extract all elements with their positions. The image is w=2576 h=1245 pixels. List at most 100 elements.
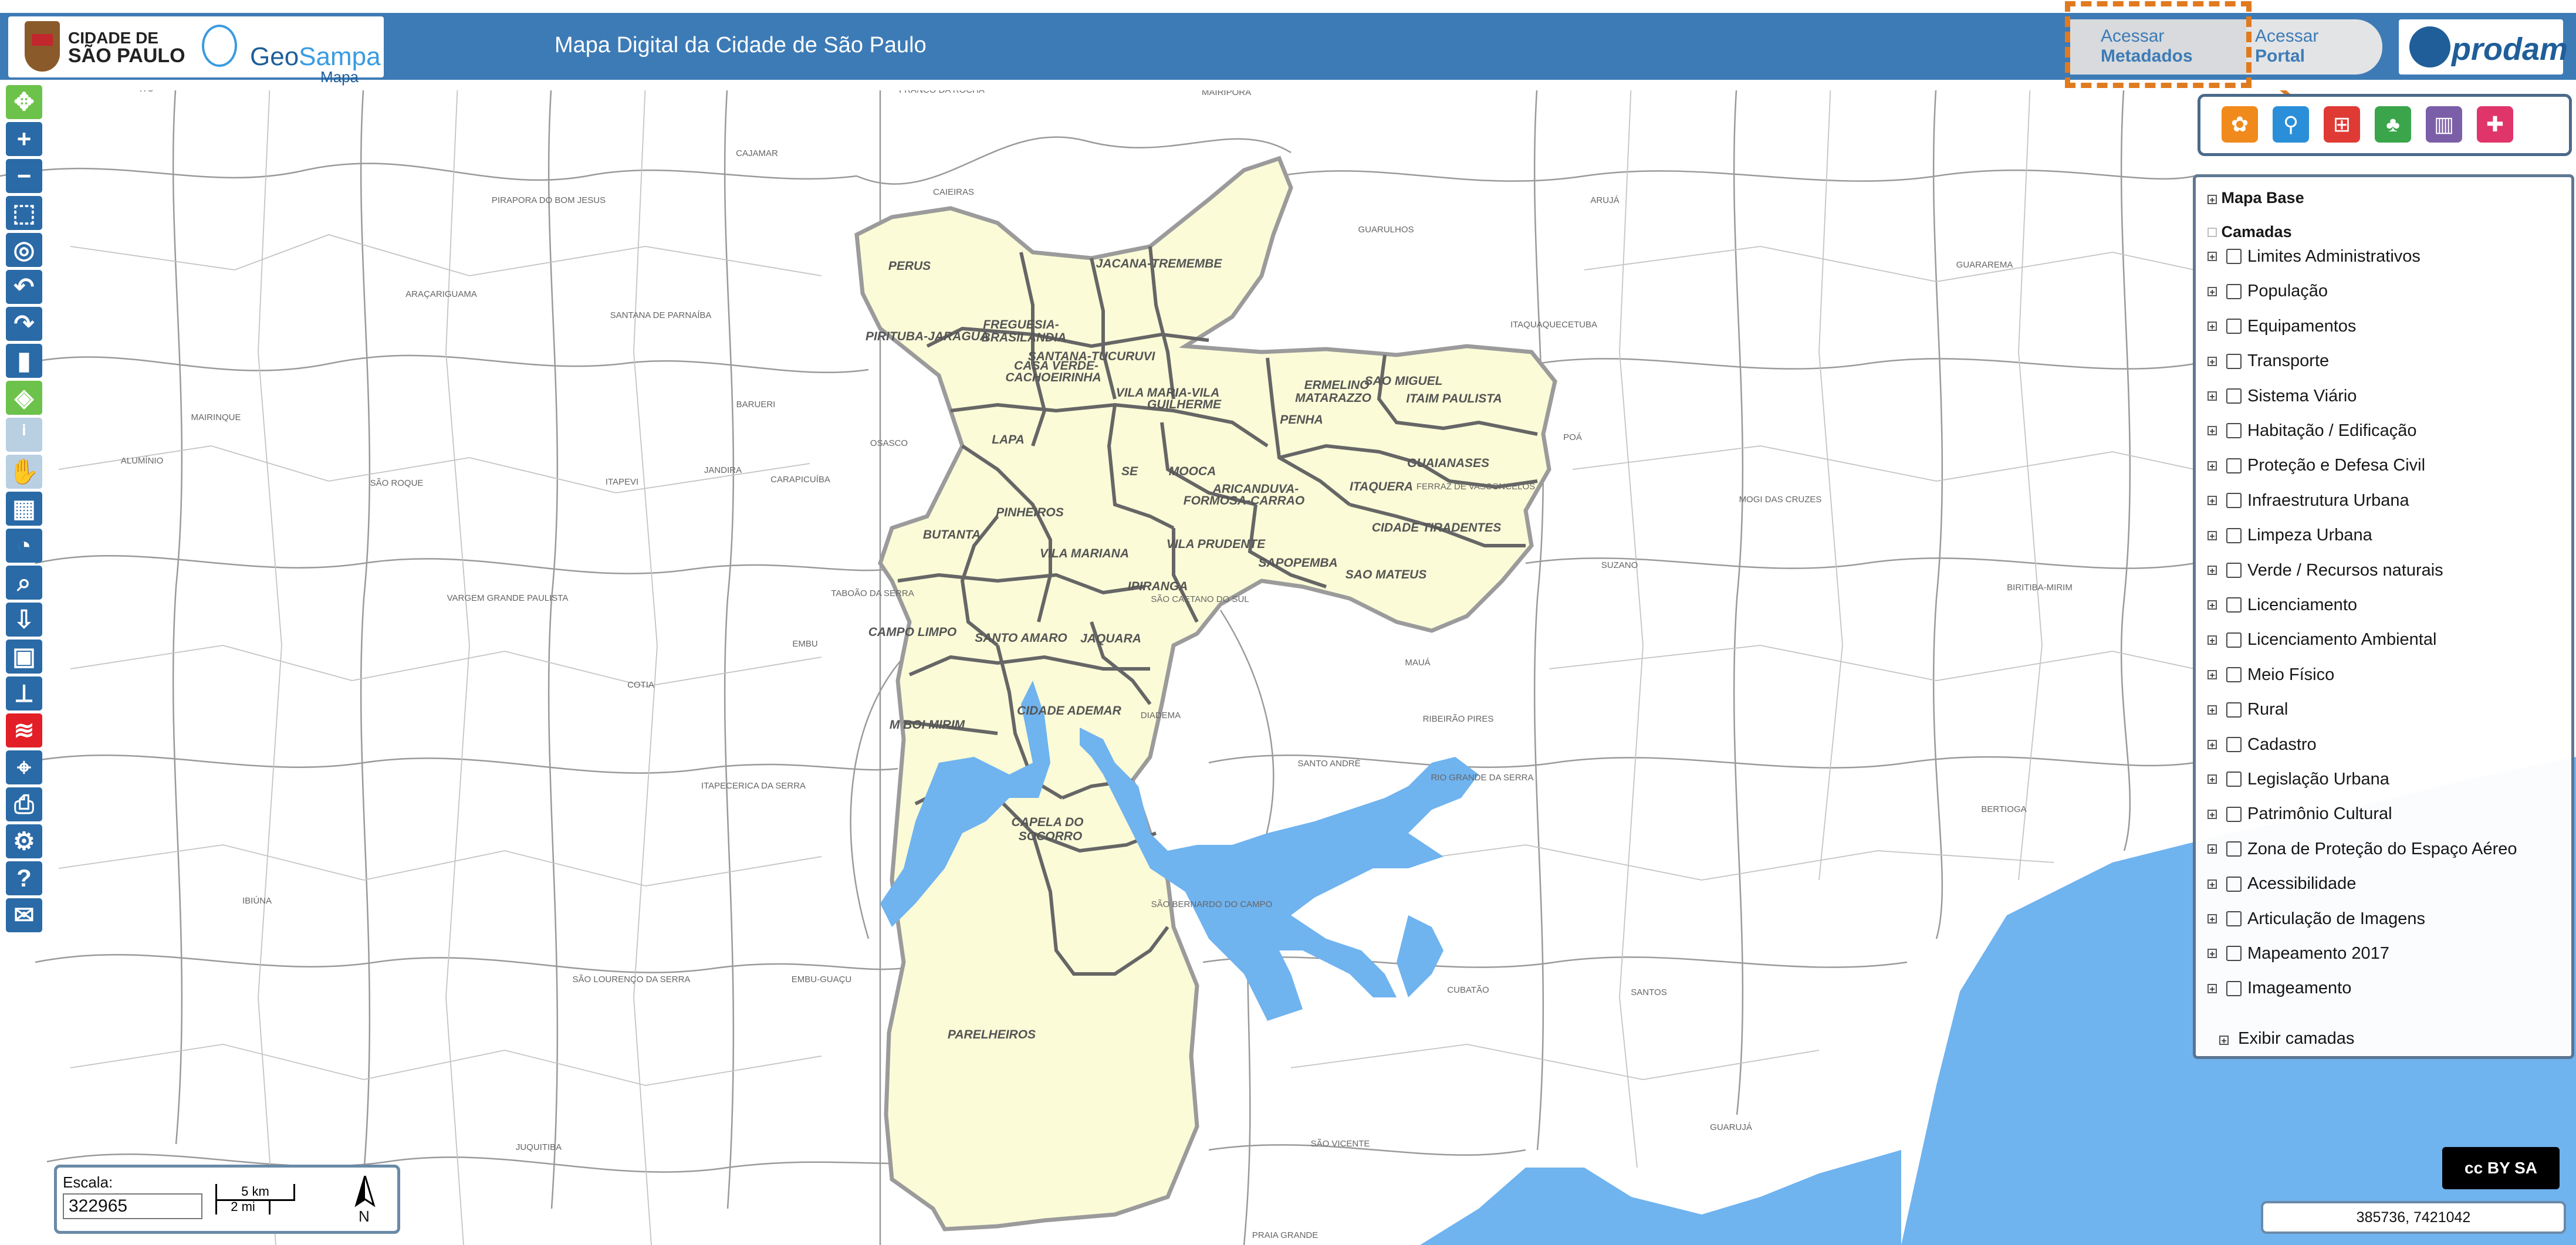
layer-checkbox[interactable] [2226,527,2242,543]
expand-icon[interactable]: + [2207,426,2217,437]
acessar-metadados-button[interactable]: Acessar Metadados [2070,19,2246,75]
layer-item[interactable]: + População [2207,281,2328,305]
layer-item[interactable]: + Cadastro [2207,735,2317,758]
layer-checkbox[interactable] [2226,772,2242,787]
settings-tool-button[interactable]: ⚙ [6,824,42,858]
prodam-logo[interactable]: prodam [2399,19,2568,75]
ambiental-button[interactable]: ♣ [2375,106,2411,143]
layer-item[interactable]: + Limpeza Urbana [2207,525,2372,549]
save-tool-button[interactable]: ▣ [6,640,42,674]
layer-checkbox[interactable] [2226,562,2242,578]
layer-item[interactable]: + Verde / Recursos naturais [2207,560,2443,584]
layer-checkbox[interactable] [2226,736,2242,752]
expand-icon[interactable]: + [2207,530,2217,541]
layer-item[interactable]: + Licenciamento Ambiental [2207,630,2436,653]
layer-checkbox[interactable] [2226,841,2242,857]
transporte-button[interactable]: ⊞ [2324,106,2360,143]
expand-icon[interactable]: + [2207,983,2217,994]
help-tool-button[interactable]: ? [6,861,42,895]
expand-icon[interactable]: + [2207,879,2217,889]
layer-item[interactable]: + Rural [2207,699,2288,723]
expand-icon[interactable]: + [2207,461,2217,471]
estatistica-button[interactable]: ▥ [2426,106,2462,143]
layer-checkbox[interactable] [2226,249,2242,265]
search-tool-button[interactable]: ⌕ [6,566,42,600]
pan-tool-button[interactable]: ✥ [6,85,42,119]
expand-icon[interactable]: + [2207,774,2217,785]
expand-icon[interactable]: + [2207,635,2217,645]
layer-checkbox[interactable] [2226,632,2242,648]
table-tool-button[interactable]: ▦ [6,492,42,526]
layer-item[interactable]: + Imageamento [2207,978,2351,1002]
layer-checkbox[interactable] [2226,980,2242,996]
layer-item[interactable]: + Transporte [2207,351,2329,374]
layer-checkbox[interactable] [2226,458,2242,473]
expand-icon[interactable]: + [2207,949,2217,959]
download-tool-button[interactable]: ⇩ [6,603,42,637]
creative-commons-icon[interactable]: cc BY SA [2442,1147,2560,1189]
layer-checkbox[interactable] [2226,702,2242,718]
expand-icon[interactable]: + [2207,914,2217,924]
logo-box[interactable]: CIDADE DE SÃO PAULO GeoSampa Mapa [8,16,384,86]
layer-checkbox[interactable] [2226,388,2242,404]
crosshair-tool-button[interactable]: ⌖ [6,750,42,784]
layer-item[interactable]: + Mapeamento 2017 [2207,943,2389,967]
expand-icon[interactable]: + [2207,670,2217,681]
undo-tool-button[interactable]: ↶ [6,270,42,304]
hand-tool-button[interactable]: ✋ [6,455,42,489]
layer-checkbox[interactable] [2226,423,2242,439]
zoom-in-tool-button[interactable]: + [6,122,42,156]
layer-item[interactable]: + Patrimônio Cultural [2207,804,2392,827]
layer-item[interactable]: + Infraestrutura Urbana [2207,490,2409,514]
expand-icon[interactable]: + [2207,252,2217,262]
layer-checkbox[interactable] [2226,806,2242,822]
expand-icon[interactable]: + [2207,391,2217,401]
zoom-out-tool-button[interactable]: − [6,159,42,193]
layer-item[interactable]: + Equipamentos [2207,316,2356,340]
layer-item[interactable]: + Meio Físico [2207,665,2334,688]
heat-tool-button[interactable]: ≋ [6,713,42,747]
layer-item[interactable]: + Zona de Proteção do Espaço Aéreo [2207,839,2517,862]
mapa-base-toggle[interactable]: + Mapa Base [2207,189,2304,207]
layer-item[interactable]: + Limites Administrativos [2207,246,2421,270]
expand-icon[interactable]: + [2207,356,2217,367]
redo-tool-button[interactable]: ↷ [6,307,42,341]
layer-checkbox[interactable] [2226,597,2242,613]
layer-checkbox[interactable] [2226,319,2242,334]
expand-icon[interactable]: + [2207,705,2217,715]
layer-item[interactable]: + Proteção e Defesa Civil [2207,455,2425,479]
layer-checkbox[interactable] [2226,946,2242,962]
chart-tool-button[interactable]: ◔ [6,529,42,563]
layers-tool-button[interactable]: ◈ [6,381,42,415]
expand-icon[interactable]: + [2207,322,2217,332]
print-tool-button[interactable]: ⎙ [6,787,42,821]
expand-icon[interactable]: + [2207,600,2217,611]
scale-input[interactable] [63,1193,202,1219]
layer-checkbox[interactable] [2226,667,2242,683]
bookmark-tool-button[interactable]: ▮ [6,344,42,378]
mapa-saude-button[interactable]: ✚ [2477,106,2513,143]
layer-checkbox[interactable] [2226,911,2242,926]
layer-item[interactable]: + Habitação / Edificação [2207,421,2417,444]
expand-icon[interactable]: + [2207,809,2217,820]
expand-icon[interactable]: + [2207,844,2217,855]
acessar-portal-button[interactable]: Acessar Portal [2244,19,2382,75]
info-tool-button[interactable]: ⁱ [6,418,42,452]
cultura-button[interactable]: ✿ [2222,106,2258,143]
globe-tool-button[interactable]: ◎ [6,233,42,267]
bike-button[interactable]: ⚲ [2273,106,2309,143]
layer-checkbox[interactable] [2226,493,2242,509]
expand-icon[interactable]: + [2207,496,2217,506]
layer-checkbox[interactable] [2226,353,2242,369]
mail-tool-button[interactable]: ✉ [6,898,42,932]
layer-checkbox[interactable] [2226,283,2242,299]
expand-icon[interactable]: + [2207,565,2217,576]
layer-item[interactable]: + Sistema Viário [2207,386,2357,410]
measure-tool-button[interactable]: ⟂ [6,676,42,711]
expand-icon[interactable]: + [2207,739,2217,750]
layer-item[interactable]: + Licenciamento [2207,595,2357,618]
layer-item[interactable]: + Articulação de Imagens [2207,909,2425,932]
expand-icon[interactable]: + [2207,286,2217,297]
layer-item[interactable]: + Legislação Urbana [2207,769,2389,793]
